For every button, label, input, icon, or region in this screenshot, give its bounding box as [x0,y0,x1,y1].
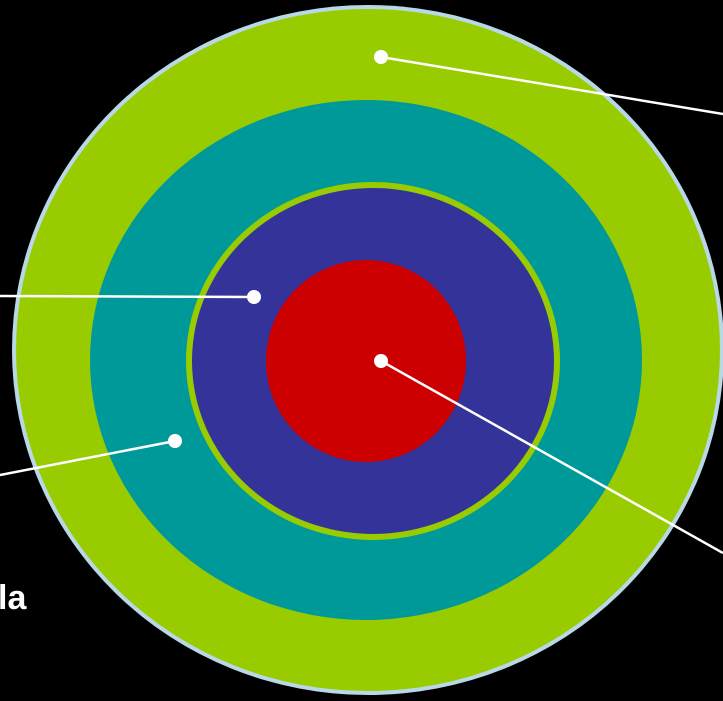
partial-label: la [0,579,27,617]
anchor-dot-middle-ring [168,434,182,448]
leader-line-core [380,359,723,555]
leader-line-inner-ring [0,294,255,299]
leader-line-middle-ring [0,439,176,477]
anchor-dot-core [374,354,388,368]
anchor-dot-outer-ring [374,50,388,64]
leader-line-outer-ring [380,55,723,116]
anchor-dot-inner-ring [247,290,261,304]
leader-lines [0,55,723,555]
anchor-dots [168,50,388,448]
core [266,260,466,462]
